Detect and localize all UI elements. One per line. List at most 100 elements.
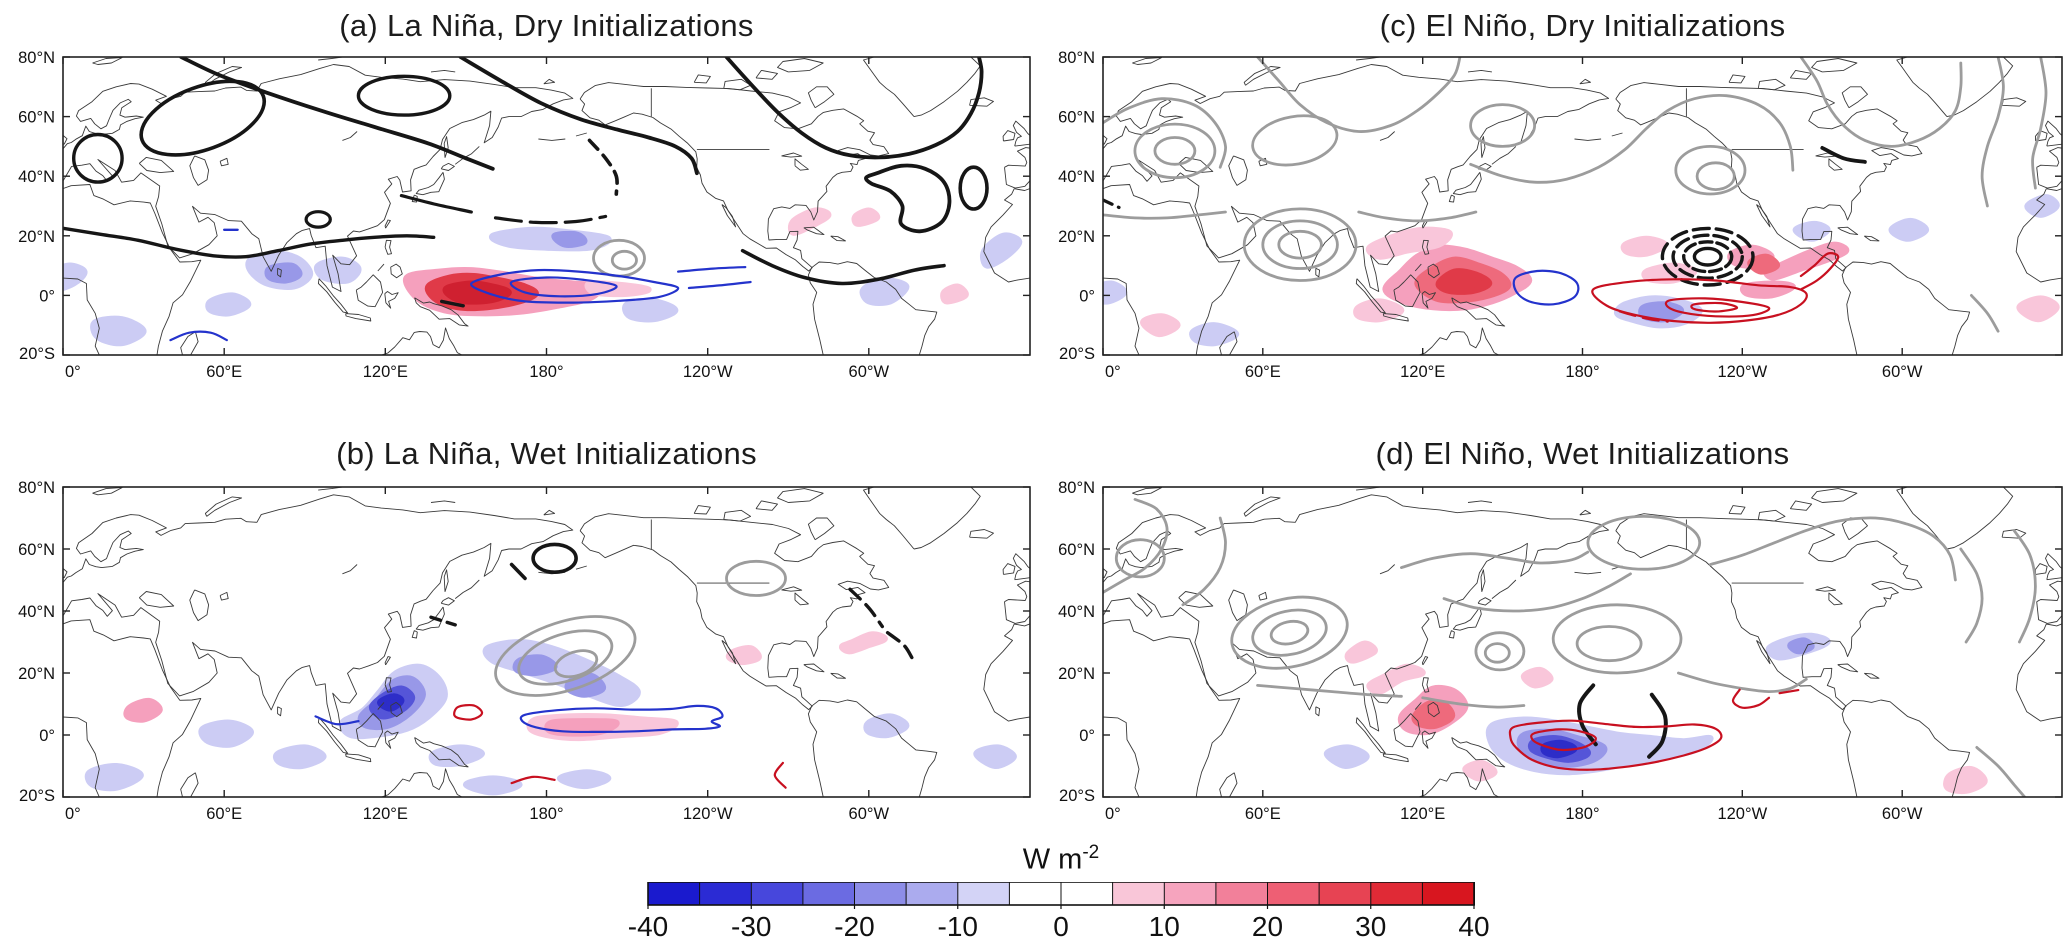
colorbar-tick-label: -40 — [628, 911, 668, 942]
axis-layer: 0° 60°E 120°E 180° 120°W 60°W 80°N 60°N 40°N 20°N… — [1058, 479, 2063, 823]
coastline — [377, 702, 385, 710]
shading-region — [1365, 226, 1453, 260]
coastline — [1048, 530, 1067, 539]
coastline — [277, 706, 282, 717]
coastline — [830, 672, 846, 679]
coastline — [1611, 132, 1623, 137]
coastline — [2001, 97, 2027, 107]
coastline — [1004, 580, 1030, 624]
contour-line — [1677, 671, 1808, 694]
contour-line — [1251, 608, 1328, 657]
lon-tick-label: 180° — [1565, 805, 1599, 823]
coastline — [1728, 505, 1746, 515]
colorbar-cell — [1163, 881, 1217, 906]
contour-line — [864, 163, 952, 234]
coastline — [575, 565, 587, 570]
coastline — [777, 488, 824, 503]
contour-line — [1400, 550, 1590, 569]
coastline — [1811, 58, 1858, 73]
shading-region — [1792, 220, 1831, 242]
lon-tick-label: 120°W — [1717, 363, 1767, 381]
coastline — [1414, 702, 1422, 710]
coastline — [277, 267, 282, 278]
lat-tick-label: 0° — [39, 287, 55, 305]
contour-line — [1153, 136, 1197, 166]
axis-layer: 0° 60°E 120°E 180° 120°W 60°W 80°N 60°N 40°N 20°N… — [18, 479, 1031, 823]
shading-region — [84, 762, 144, 792]
lon-tick-label: 0° — [1105, 363, 1121, 381]
coastline — [36, 131, 48, 141]
coastline — [1427, 263, 1440, 279]
contour-line — [517, 629, 614, 686]
coastline — [384, 677, 392, 693]
coastline — [63, 494, 574, 732]
shading-region — [442, 280, 512, 305]
contour-line — [1690, 301, 1739, 313]
contour-line — [1671, 233, 1745, 280]
panel-d-svg: 0° 60°E 120°E 180° 120°W 60°W 80°N 60°N 40°N 20°N… — [1048, 479, 2063, 823]
coastline — [1393, 713, 1421, 748]
shading-region — [556, 769, 612, 790]
coastline — [1811, 488, 1858, 503]
coastline — [723, 509, 752, 522]
coastline — [1448, 194, 1455, 203]
lat-tick-label: 60°N — [1058, 541, 1095, 559]
colorbar-cell — [957, 881, 1011, 906]
colorbar-svg: -40 -30 -20 -10 0 10 20 30 40 — [628, 881, 1490, 942]
lat-tick-label: 0° — [39, 727, 55, 745]
coastline — [803, 663, 825, 673]
lon-tick-label: 0° — [65, 805, 81, 823]
colorbar-label-exponent: -2 — [1082, 842, 1100, 863]
coastline — [1048, 98, 1067, 106]
colorbar-tick-label: 10 — [1149, 911, 1180, 942]
lon-tick-label: 120°W — [683, 805, 733, 823]
contour-line — [531, 542, 578, 575]
coastline — [807, 699, 938, 797]
coastline — [1789, 69, 1813, 80]
contour-line — [72, 132, 124, 184]
lat-tick-label: 80°N — [18, 479, 55, 497]
coastline — [794, 158, 809, 171]
coastline — [414, 297, 469, 327]
coastline — [723, 78, 752, 91]
lat-tick-label: 20°N — [18, 228, 55, 246]
coastline — [1896, 57, 2014, 118]
coastline — [1103, 494, 1610, 732]
contour-line — [1975, 746, 2027, 797]
shading-region — [1435, 268, 1493, 295]
coastline — [92, 487, 123, 496]
coastline — [1448, 630, 1455, 639]
lon-tick-label: 60°E — [206, 805, 242, 823]
contour-line — [1695, 161, 1736, 191]
contour-line — [304, 210, 332, 229]
shading-region — [1366, 663, 1426, 695]
contour-line — [1692, 246, 1723, 267]
coastline — [369, 768, 463, 797]
coastline — [1132, 487, 1163, 496]
panel-c-map: 0° 60°E 120°E 180° 120°W 60°W 80°N 60°N 40°N 20°N… — [1048, 49, 2067, 389]
colorbar-label-text: W m — [1022, 843, 1083, 876]
coastline — [1178, 156, 1214, 174]
coastline — [1178, 591, 1214, 608]
lon-tick-label: 60°W — [1882, 805, 1923, 823]
coastline — [369, 327, 463, 355]
coastline — [1574, 571, 1602, 575]
lon-tick-label: 60°W — [1882, 363, 1923, 381]
contour-line — [399, 194, 473, 214]
contour-line — [1181, 516, 1227, 607]
contour-line — [458, 57, 699, 176]
shading-region — [1344, 640, 1378, 664]
coastline — [1452, 606, 1482, 631]
coastline — [8, 530, 27, 539]
colorbar-cell — [699, 881, 753, 906]
coastline — [219, 157, 229, 167]
contour-line — [1799, 252, 1840, 291]
lat-tick-label: 0° — [1079, 287, 1095, 305]
shading-region — [622, 298, 679, 323]
contour-line — [493, 214, 608, 225]
colorbar-tick-label: 40 — [1458, 911, 1489, 942]
contour-layer — [63, 57, 989, 342]
coastline — [1841, 699, 1971, 797]
shading-region — [851, 207, 881, 227]
